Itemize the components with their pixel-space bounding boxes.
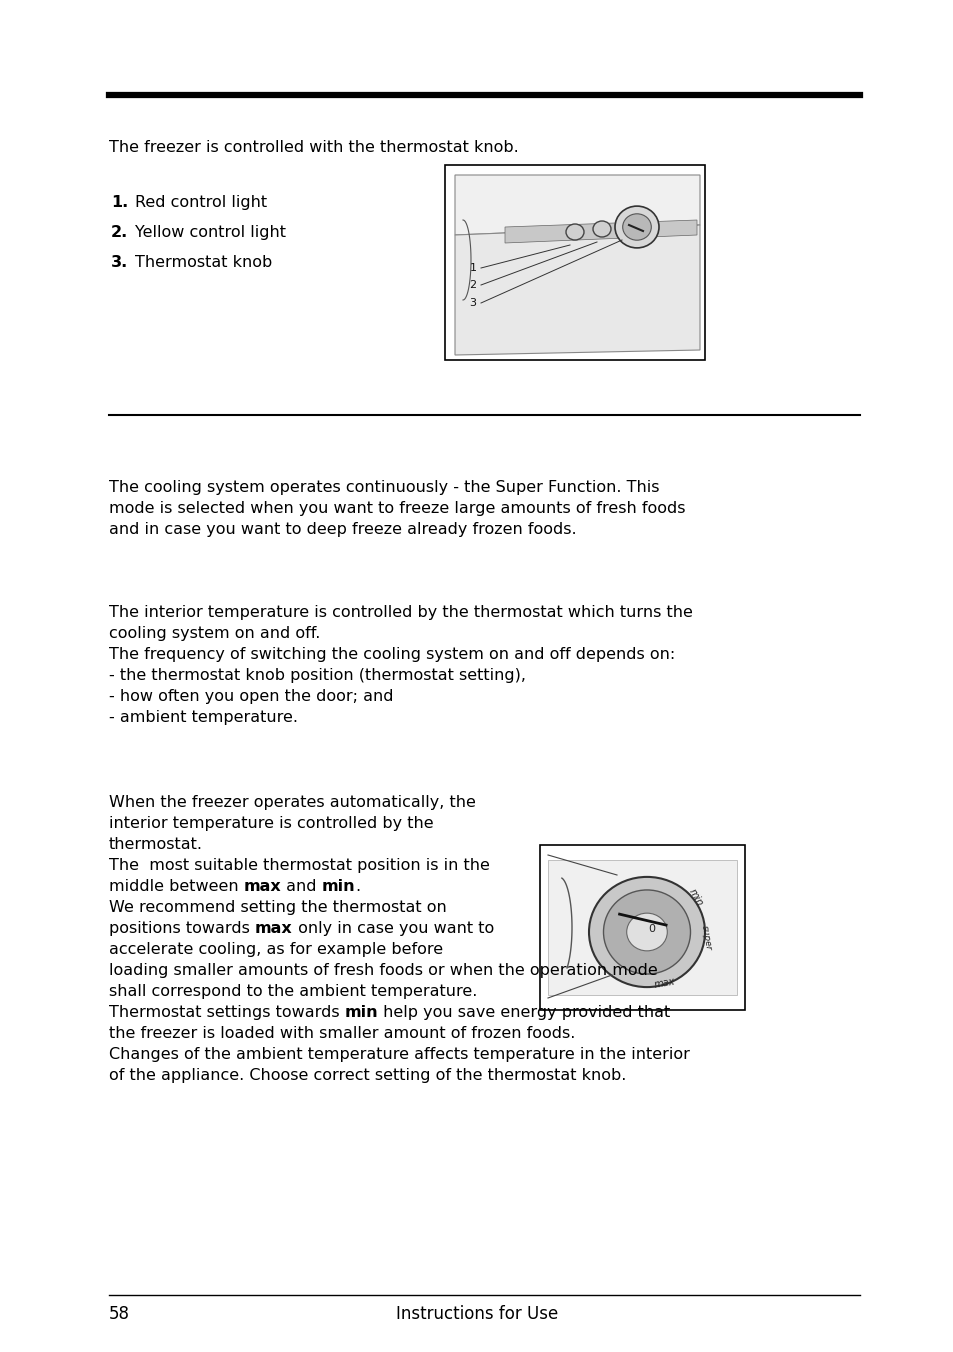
Text: The  most suitable thermostat position is in the: The most suitable thermostat position is… xyxy=(109,859,489,873)
Text: max: max xyxy=(244,879,281,894)
Polygon shape xyxy=(547,860,737,995)
Text: We recommend setting the thermostat on: We recommend setting the thermostat on xyxy=(109,900,446,915)
Text: The cooling system operates continuously - the Super Function. This: The cooling system operates continuously… xyxy=(109,480,659,495)
Text: max: max xyxy=(254,921,293,936)
Polygon shape xyxy=(455,224,700,356)
Text: thermostat.: thermostat. xyxy=(109,837,203,852)
Ellipse shape xyxy=(565,224,583,241)
Text: min: min xyxy=(687,887,704,907)
Text: Red control light: Red control light xyxy=(135,195,267,210)
Text: accelerate cooling, as for example before: accelerate cooling, as for example befor… xyxy=(109,942,442,957)
Text: and: and xyxy=(281,879,322,894)
Text: Thermostat settings towards: Thermostat settings towards xyxy=(109,1005,344,1019)
Text: and in case you want to deep freeze already frozen foods.: and in case you want to deep freeze alre… xyxy=(109,522,576,537)
Text: min: min xyxy=(344,1005,378,1019)
Text: only in case you want to: only in case you want to xyxy=(293,921,494,936)
Text: Yellow control light: Yellow control light xyxy=(135,224,286,241)
Text: cooling system on and off.: cooling system on and off. xyxy=(109,626,320,641)
Text: The freezer is controlled with the thermostat knob.: The freezer is controlled with the therm… xyxy=(109,141,518,155)
Text: 3.: 3. xyxy=(111,256,128,270)
Text: 1: 1 xyxy=(469,264,476,273)
Text: 3: 3 xyxy=(469,297,476,308)
Text: - ambient temperature.: - ambient temperature. xyxy=(109,710,297,725)
Text: interior temperature is controlled by the: interior temperature is controlled by th… xyxy=(109,817,434,831)
Ellipse shape xyxy=(588,877,704,987)
Text: super: super xyxy=(700,925,713,952)
Ellipse shape xyxy=(593,220,610,237)
Text: Changes of the ambient temperature affects temperature in the interior: Changes of the ambient temperature affec… xyxy=(109,1046,689,1063)
Text: max: max xyxy=(653,976,675,990)
Text: The frequency of switching the cooling system on and off depends on:: The frequency of switching the cooling s… xyxy=(109,648,675,662)
Text: min: min xyxy=(322,879,355,894)
Text: When the freezer operates automatically, the: When the freezer operates automatically,… xyxy=(109,795,476,810)
Text: - the thermostat knob position (thermostat setting),: - the thermostat knob position (thermost… xyxy=(109,668,525,683)
Ellipse shape xyxy=(622,214,651,241)
Polygon shape xyxy=(504,220,697,243)
Ellipse shape xyxy=(615,206,659,247)
Text: Instructions for Use: Instructions for Use xyxy=(395,1305,558,1324)
Text: shall correspond to the ambient temperature.: shall correspond to the ambient temperat… xyxy=(109,984,476,999)
Text: 1.: 1. xyxy=(111,195,128,210)
Text: The interior temperature is controlled by the thermostat which turns the: The interior temperature is controlled b… xyxy=(109,604,692,621)
Ellipse shape xyxy=(603,890,690,973)
Text: - how often you open the door; and: - how often you open the door; and xyxy=(109,690,393,704)
Text: mode is selected when you want to freeze large amounts of fresh foods: mode is selected when you want to freeze… xyxy=(109,502,685,516)
Text: loading smaller amounts of fresh foods or when the operation mode: loading smaller amounts of fresh foods o… xyxy=(109,963,657,977)
Text: 2.: 2. xyxy=(111,224,128,241)
Text: positions towards: positions towards xyxy=(109,921,254,936)
Text: 58: 58 xyxy=(109,1305,130,1324)
Text: .: . xyxy=(355,879,360,894)
Text: the freezer is loaded with smaller amount of frozen foods.: the freezer is loaded with smaller amoun… xyxy=(109,1026,575,1041)
Text: of the appliance. Choose correct setting of the thermostat knob.: of the appliance. Choose correct setting… xyxy=(109,1068,626,1083)
Text: 2: 2 xyxy=(469,280,476,289)
Ellipse shape xyxy=(626,913,666,950)
Text: help you save energy provided that: help you save energy provided that xyxy=(378,1005,670,1019)
Text: middle between: middle between xyxy=(109,879,244,894)
Text: 0: 0 xyxy=(648,923,655,934)
Polygon shape xyxy=(455,174,700,235)
Bar xyxy=(444,165,704,360)
Bar xyxy=(539,845,744,1010)
Text: Thermostat knob: Thermostat knob xyxy=(135,256,272,270)
